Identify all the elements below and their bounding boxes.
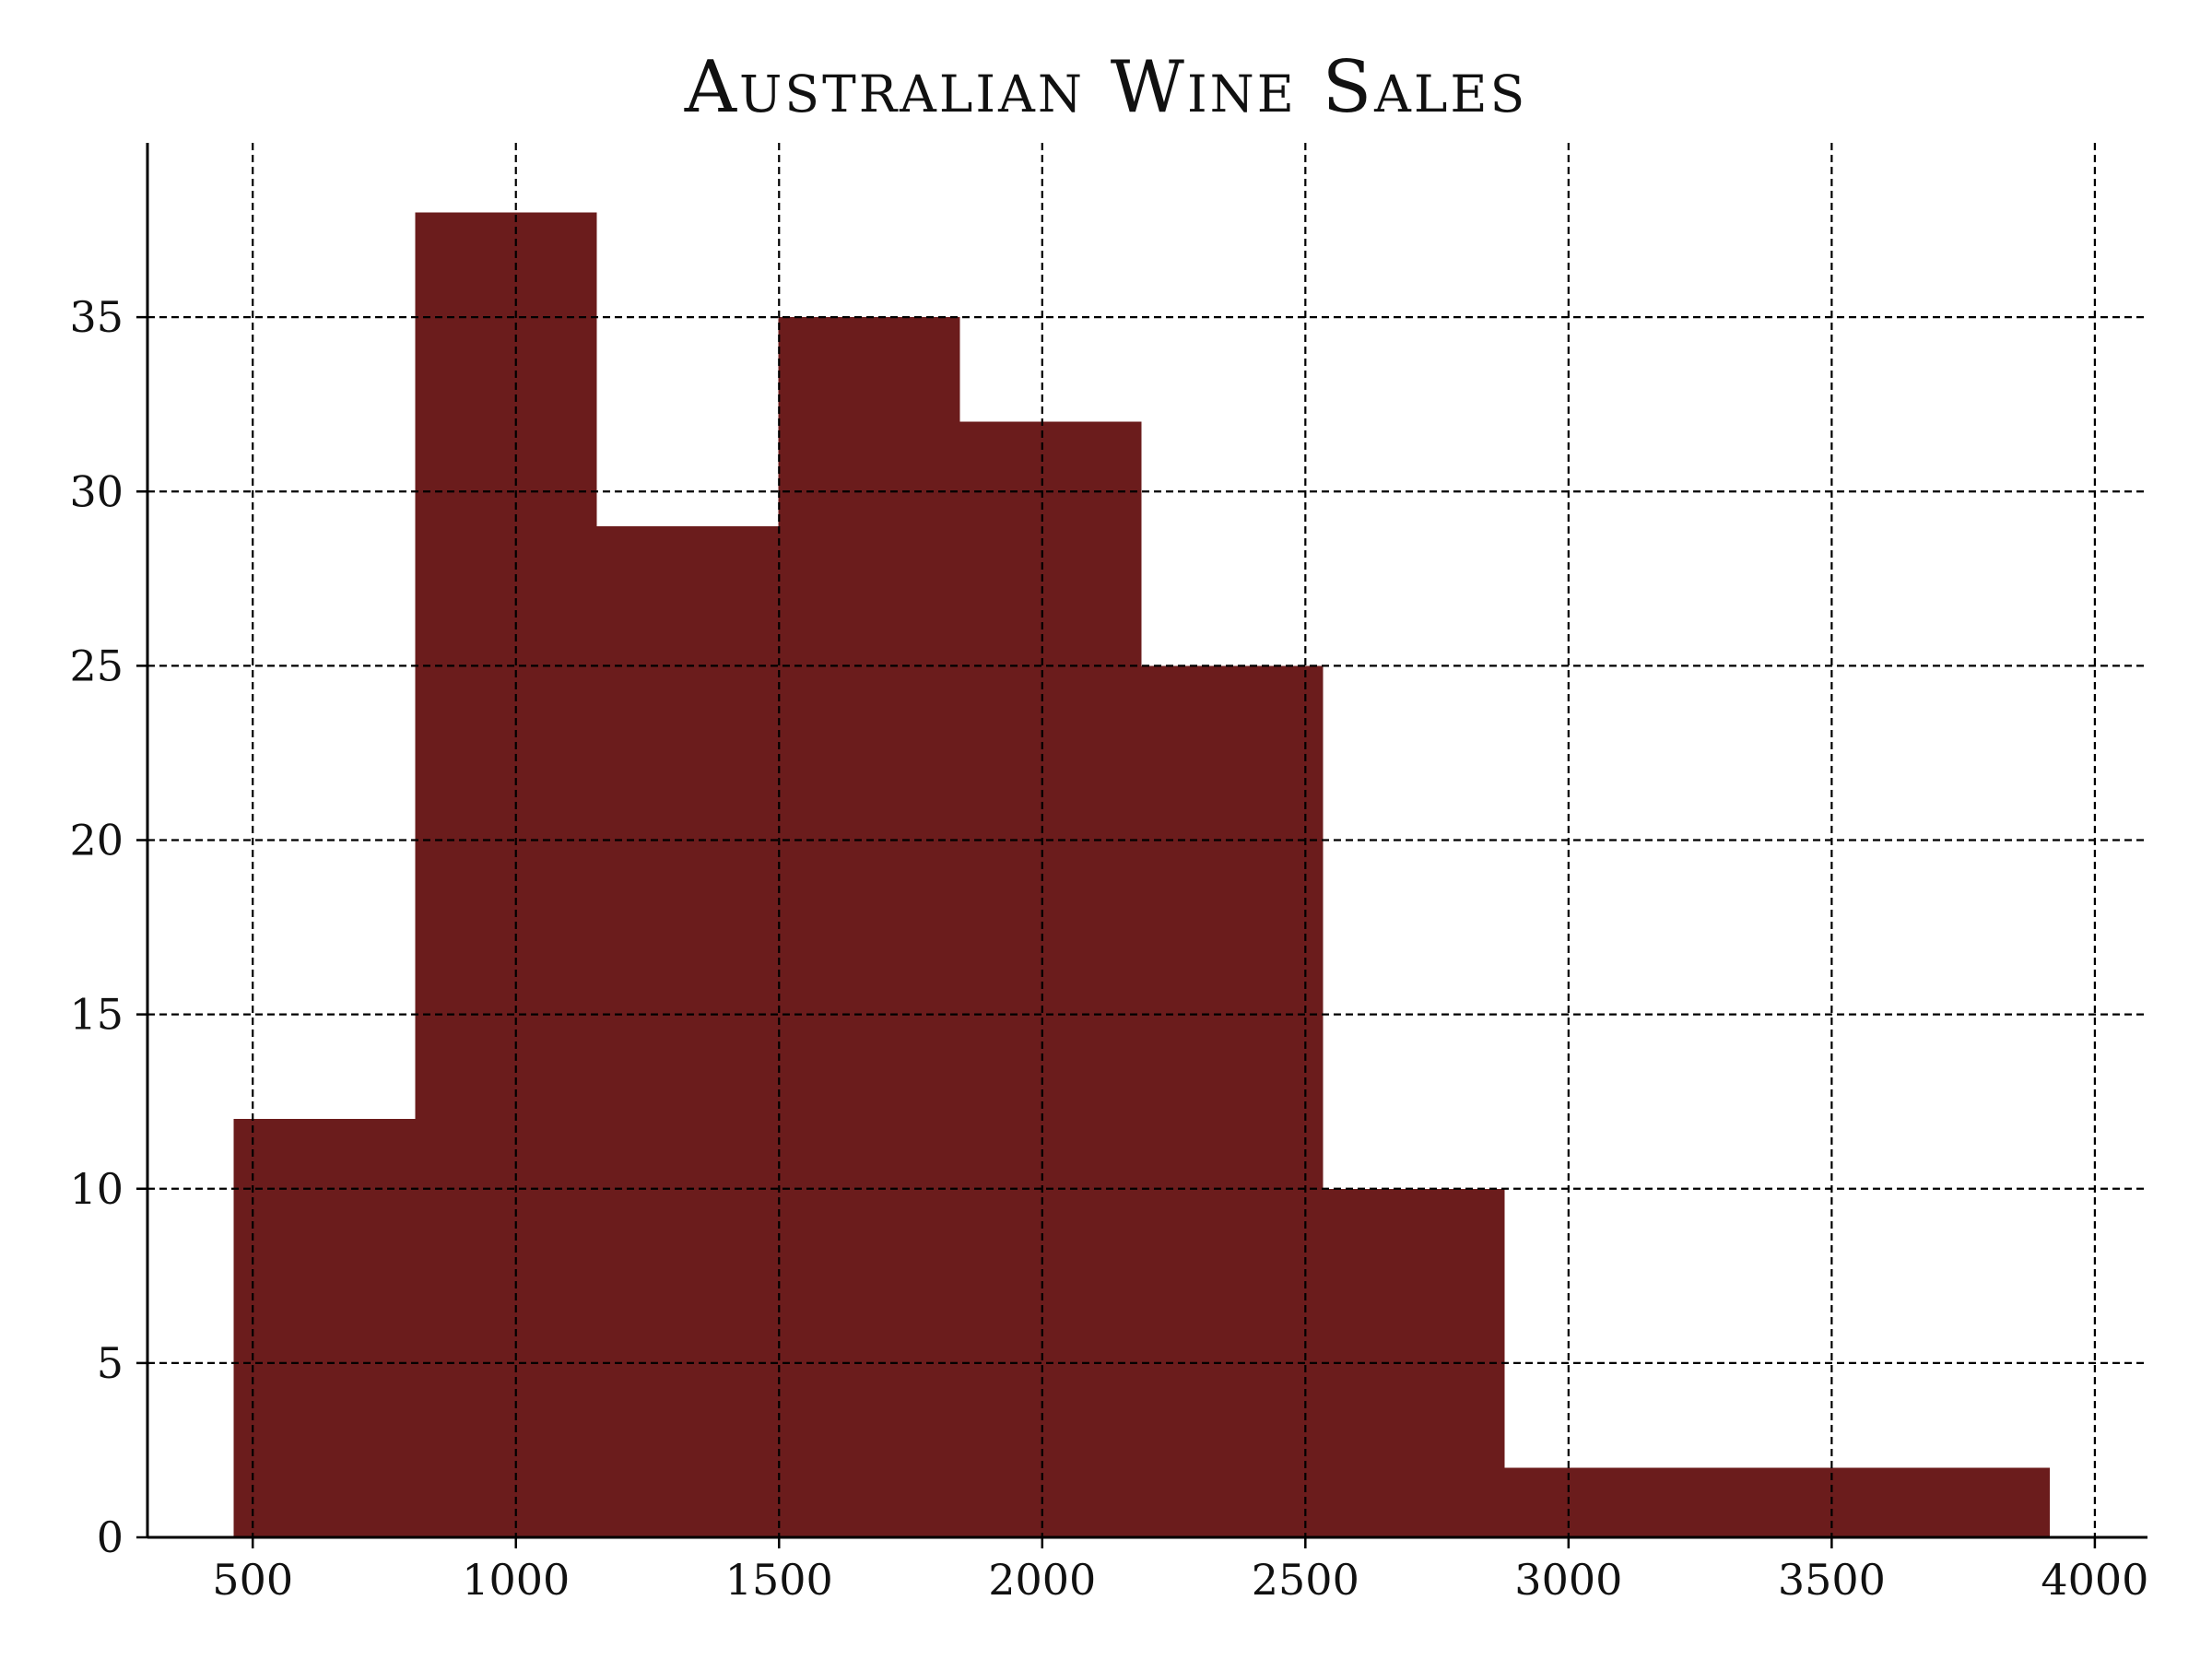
histogram-bar-1: [415, 212, 597, 1537]
x-tick-label-3: 2000: [988, 1555, 1096, 1605]
y-tick-label-7: 35: [69, 292, 124, 342]
histogram-bar-6: [1323, 1188, 1505, 1537]
y-tick-label-6: 30: [69, 466, 124, 516]
y-tick-label-3: 15: [69, 990, 124, 1040]
histogram-bar-9: [1867, 1467, 2050, 1537]
x-tick-label-6: 3500: [1778, 1555, 1886, 1605]
histogram-bar-0: [233, 1119, 416, 1537]
y-tick-label-4: 20: [69, 816, 124, 865]
histogram-bar-8: [1686, 1467, 1868, 1537]
x-tick-label-2: 1500: [725, 1555, 833, 1605]
x-tick-label-4: 2500: [1252, 1555, 1359, 1605]
y-tick-label-0: 0: [97, 1512, 124, 1562]
x-tick-label-1: 1000: [462, 1555, 570, 1605]
histogram-bar-4: [959, 421, 1142, 1538]
chart-title: Australian Wine Sales: [684, 46, 1528, 129]
x-tick-label-0: 500: [212, 1555, 293, 1605]
histogram-bar-2: [596, 526, 779, 1538]
x-tick-label-5: 3000: [1514, 1555, 1622, 1605]
histogram-bar-5: [1141, 665, 1324, 1537]
y-tick-label-2: 10: [69, 1164, 124, 1214]
y-ticks-group: 0 5 10 15 20 25 30 35: [69, 292, 147, 1562]
grid-group: [147, 143, 2147, 1537]
bars-group: [233, 212, 2050, 1538]
y-tick-label-5: 25: [69, 641, 124, 690]
x-tick-label-7: 4000: [2041, 1555, 2148, 1605]
x-ticks-group: 500 1000 1500 2000 2500 3000 3500 4000: [212, 1537, 2148, 1605]
histogram-bar-3: [778, 317, 960, 1537]
y-tick-label-1: 5: [97, 1338, 124, 1388]
histogram-bar-7: [1504, 1467, 1687, 1537]
